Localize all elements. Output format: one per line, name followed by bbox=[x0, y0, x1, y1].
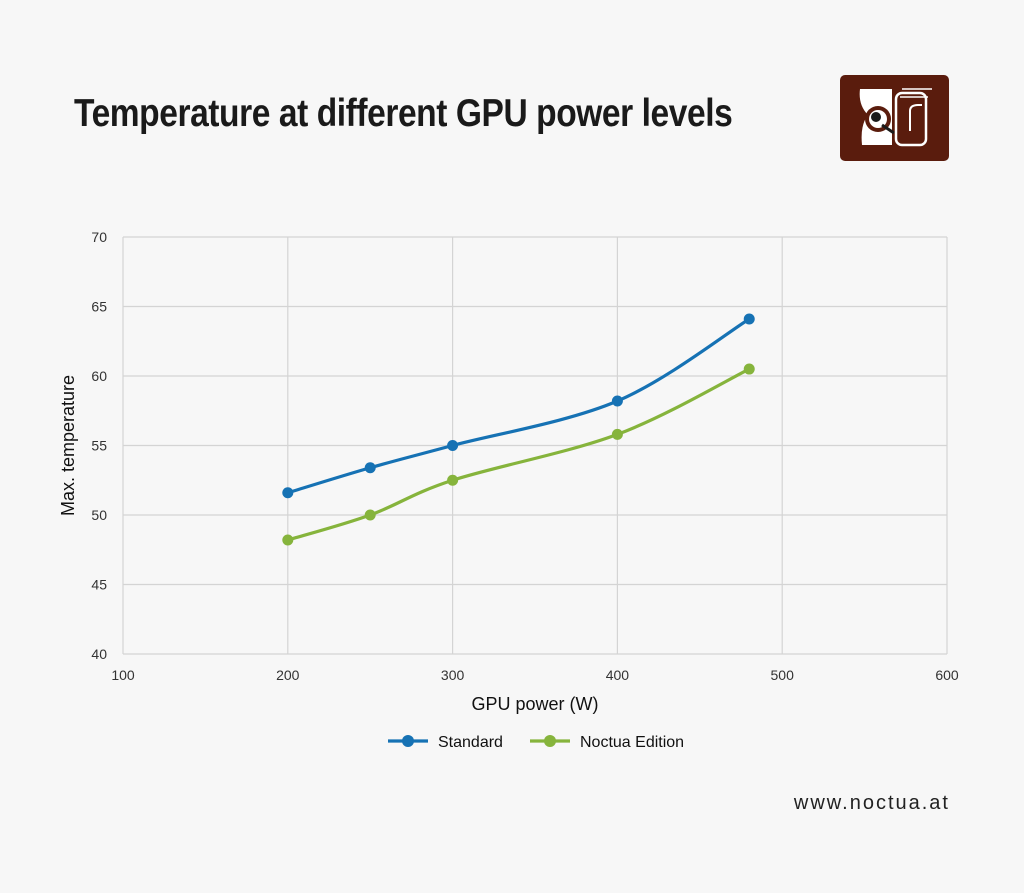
y-axis-title: Max. temperature bbox=[58, 375, 78, 516]
y-tick-label: 55 bbox=[91, 438, 107, 454]
y-tick-label: 65 bbox=[91, 299, 107, 315]
series-line-0 bbox=[286, 317, 751, 495]
page-title: Temperature at different GPU power level… bbox=[74, 92, 733, 135]
chart-ticks: 40 45 50 55 60 65 70 100 200 300 400 500 600 bbox=[91, 229, 958, 683]
data-point bbox=[743, 313, 755, 325]
y-tick-label: 60 bbox=[91, 368, 107, 384]
legend-swatch-marker bbox=[402, 735, 414, 747]
data-point bbox=[364, 462, 376, 474]
y-tick-label: 45 bbox=[91, 577, 107, 593]
x-axis-title: GPU power (W) bbox=[471, 694, 598, 714]
data-point bbox=[282, 487, 294, 499]
x-tick-label: 600 bbox=[935, 667, 959, 683]
website-link[interactable]: www.noctua.at bbox=[793, 792, 950, 814]
series-line-1 bbox=[286, 367, 751, 542]
x-tick-label: 200 bbox=[276, 667, 300, 683]
data-point bbox=[743, 363, 755, 375]
data-point bbox=[611, 428, 623, 440]
data-point bbox=[447, 440, 459, 451]
data-point bbox=[282, 534, 294, 546]
x-tick-label: 300 bbox=[441, 667, 465, 683]
noctua-owl-logo-icon bbox=[840, 75, 949, 161]
legend-label: Standard bbox=[438, 734, 503, 751]
x-tick-label: 100 bbox=[111, 667, 135, 683]
x-tick-label: 500 bbox=[771, 667, 795, 683]
y-tick-label: 50 bbox=[91, 507, 107, 523]
chart-legend: Standard Noctua Edition bbox=[388, 734, 684, 751]
data-point bbox=[611, 395, 623, 407]
data-point bbox=[447, 474, 459, 486]
y-tick-label: 70 bbox=[91, 229, 107, 245]
legend-label: Noctua Edition bbox=[580, 734, 684, 751]
chart-grid bbox=[122, 236, 948, 655]
legend-swatch-marker bbox=[544, 735, 556, 747]
x-tick-label: 400 bbox=[606, 667, 630, 683]
y-tick-label: 40 bbox=[91, 646, 107, 662]
data-point bbox=[364, 509, 376, 521]
chart-series bbox=[282, 313, 755, 546]
